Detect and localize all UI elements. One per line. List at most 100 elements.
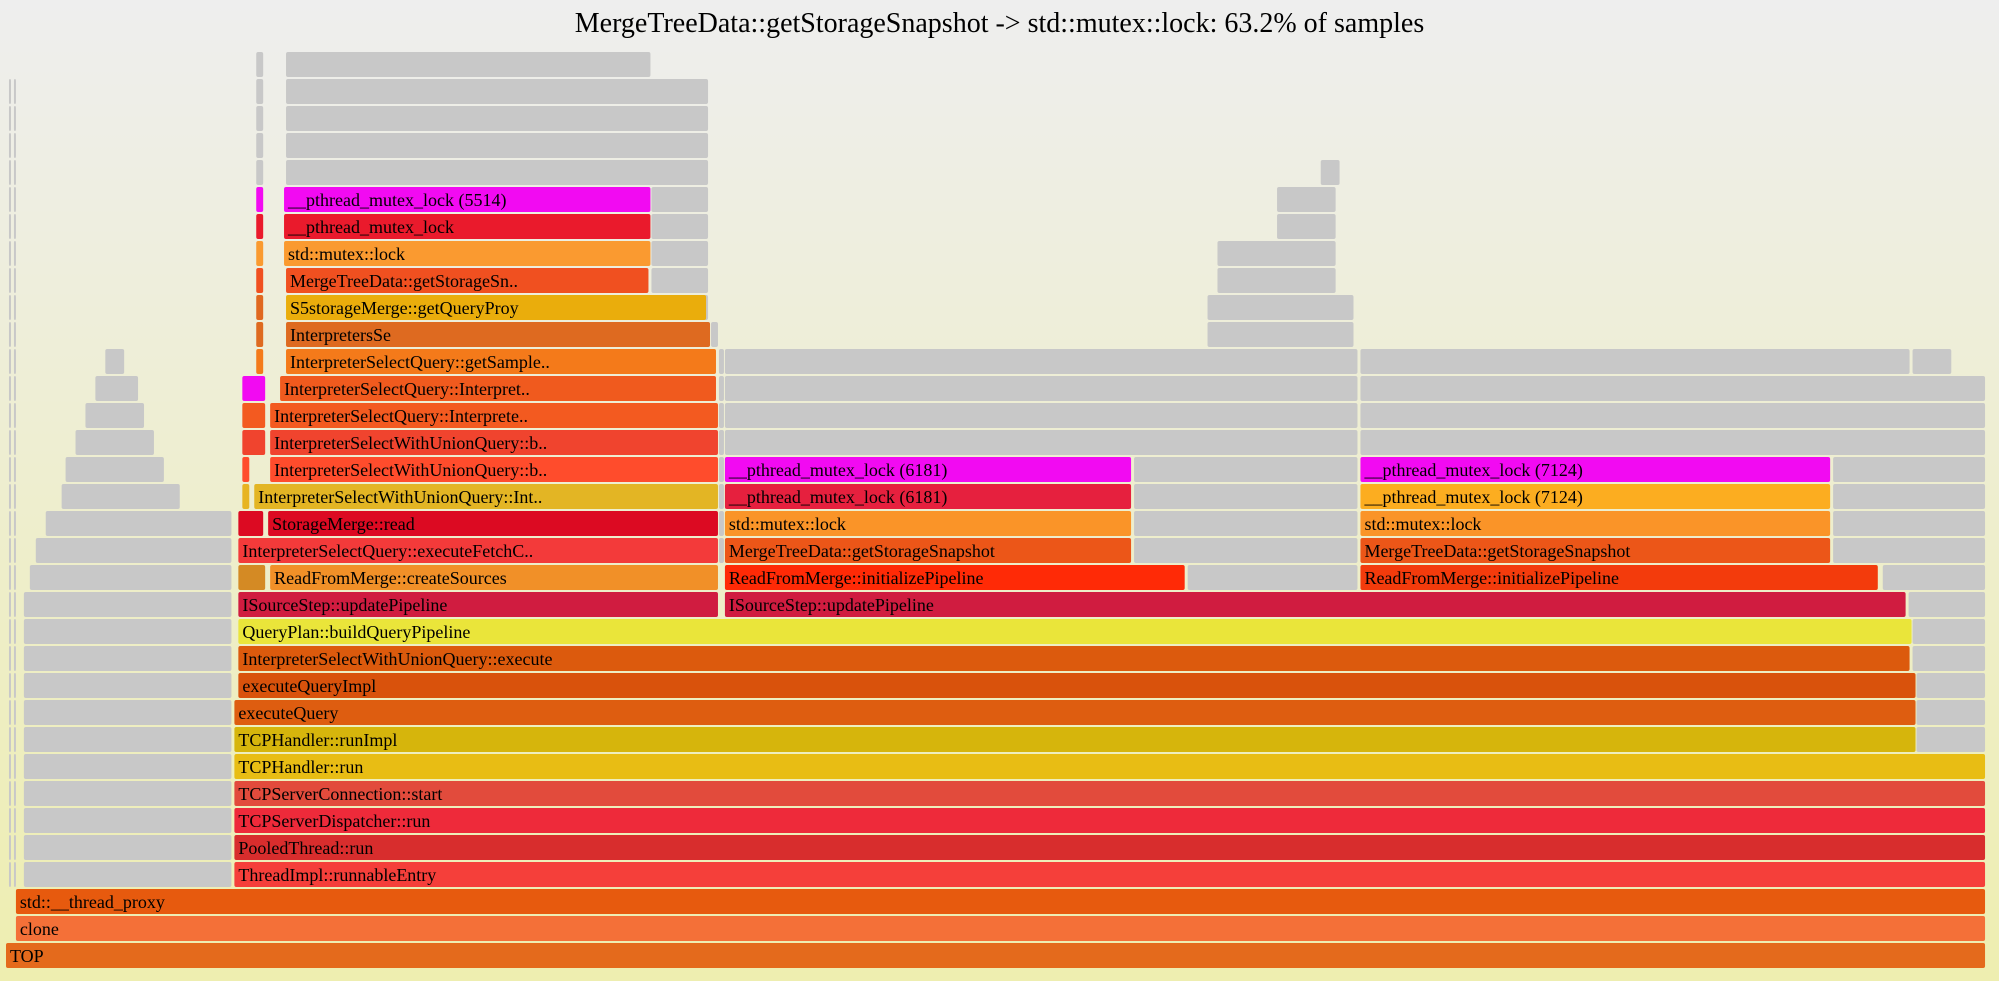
frame-other[interactable] (1134, 538, 1358, 563)
frame-bar[interactable] (8, 322, 11, 347)
frame[interactable]: std::__thread_proxy (15, 889, 1986, 914)
frame-bar[interactable] (8, 673, 11, 698)
frame-bar[interactable] (13, 781, 16, 806)
frame-bar[interactable] (256, 349, 264, 374)
frame-other[interactable] (256, 106, 264, 131)
frame-bar[interactable] (256, 322, 264, 347)
frame-other[interactable] (718, 538, 724, 563)
frame-bar[interactable] (651, 241, 709, 266)
frame-other[interactable] (13, 133, 16, 158)
frame[interactable] (256, 241, 264, 266)
frame-other[interactable] (13, 592, 16, 617)
frame[interactable]: TCPHandler::runImpl (234, 727, 1916, 752)
frame-bar[interactable] (1360, 376, 1910, 401)
frame[interactable]: MergeTreeData::getStorageSn.. (286, 268, 649, 293)
frame-other[interactable] (75, 430, 154, 455)
frame-bar[interactable] (13, 295, 16, 320)
frame-other[interactable] (13, 295, 16, 320)
frame-bar[interactable] (286, 52, 651, 77)
frame-bar[interactable] (1360, 484, 1831, 509)
frame-bar[interactable] (1916, 727, 1986, 752)
frame-bar[interactable] (8, 808, 11, 833)
frame-other[interactable] (8, 808, 11, 833)
frame-bar[interactable] (718, 457, 724, 482)
frame[interactable]: TCPServerConnection::start (234, 781, 1986, 806)
frame[interactable]: PooledThread::run (234, 835, 1986, 860)
frame-other[interactable] (23, 808, 232, 833)
frame-bar[interactable] (8, 268, 11, 293)
frame[interactable]: TOP (6, 943, 1986, 968)
frame-bar[interactable] (8, 214, 11, 239)
frame-other[interactable] (23, 700, 232, 725)
frame-other[interactable] (651, 241, 709, 266)
frame-other[interactable] (13, 484, 16, 509)
frame-bar[interactable] (95, 376, 139, 401)
frame-bar[interactable] (8, 862, 11, 887)
frame-bar[interactable] (23, 754, 232, 779)
frame-bar[interactable] (651, 214, 709, 239)
frame-bar[interactable] (13, 349, 16, 374)
frame-other[interactable] (8, 862, 11, 887)
frame-other[interactable] (256, 52, 264, 77)
frame[interactable]: __pthread_mutex_lock (6181) (724, 457, 1132, 482)
frame-bar[interactable] (8, 646, 11, 671)
frame-other[interactable] (1360, 376, 1910, 401)
frame-bar[interactable] (13, 187, 16, 212)
frame-other[interactable] (1277, 214, 1336, 239)
frame-other[interactable] (718, 349, 724, 374)
frame-other[interactable] (8, 565, 11, 590)
frame-bar[interactable] (23, 592, 232, 617)
frame-other[interactable] (23, 673, 232, 698)
frame-bar[interactable] (242, 457, 250, 482)
frame-other[interactable] (8, 349, 11, 374)
frame-bar[interactable] (256, 268, 264, 293)
frame-bar[interactable] (13, 673, 16, 698)
frame-bar[interactable] (238, 511, 264, 536)
frame-bar[interactable] (1916, 673, 1986, 698)
frame-other[interactable] (286, 79, 709, 104)
frame-bar[interactable] (718, 430, 724, 455)
frame-bar[interactable] (1217, 268, 1336, 293)
frame-bar[interactable] (718, 349, 724, 374)
frame[interactable]: std::mutex::lock (724, 511, 1132, 536)
frame-other[interactable] (1277, 187, 1336, 212)
frame-other[interactable] (1360, 403, 1910, 428)
frame-bar[interactable] (1360, 511, 1831, 536)
frame-bar[interactable] (286, 106, 709, 131)
frame-bar[interactable] (8, 619, 11, 644)
frame-bar[interactable] (234, 808, 1986, 833)
frame-bar[interactable] (238, 646, 1910, 671)
frame-other[interactable] (13, 619, 16, 644)
frame-other[interactable] (13, 106, 16, 131)
frame[interactable]: __pthread_mutex_lock (7124) (1360, 457, 1831, 482)
frame-other[interactable] (1833, 484, 1986, 509)
frame-bar[interactable] (1916, 700, 1986, 725)
frame-bar[interactable] (1277, 187, 1336, 212)
frame-other[interactable] (23, 592, 232, 617)
frame[interactable]: StorageMerge::read (268, 511, 718, 536)
frame-other[interactable] (718, 457, 724, 482)
frame[interactable] (242, 376, 266, 401)
frame-other[interactable] (13, 781, 16, 806)
frame[interactable]: ReadFromMerge::initializePipeline (724, 565, 1185, 590)
frame-bar[interactable] (286, 133, 709, 158)
frame-bar[interactable] (23, 619, 232, 644)
frame-bar[interactable] (718, 403, 724, 428)
frame-bar[interactable] (256, 295, 264, 320)
frame-bar[interactable] (8, 592, 11, 617)
frame-bar[interactable] (61, 484, 180, 509)
frame-bar[interactable] (23, 673, 232, 698)
frame-other[interactable] (286, 106, 709, 131)
frame-bar[interactable] (23, 781, 232, 806)
frame-bar[interactable] (23, 808, 232, 833)
frame-other[interactable] (1360, 430, 1910, 455)
frame[interactable]: TCPHandler::run (234, 754, 1986, 779)
frame-other[interactable] (13, 349, 16, 374)
frame-bar[interactable] (13, 646, 16, 671)
frame-bar[interactable] (105, 349, 125, 374)
frame-other[interactable] (8, 781, 11, 806)
frame[interactable]: QueryPlan::buildQueryPipeline (238, 619, 1912, 644)
frame-bar[interactable] (8, 781, 11, 806)
frame[interactable]: __pthread_mutex_lock (7124) (1360, 484, 1831, 509)
frame-bar[interactable] (8, 106, 11, 131)
